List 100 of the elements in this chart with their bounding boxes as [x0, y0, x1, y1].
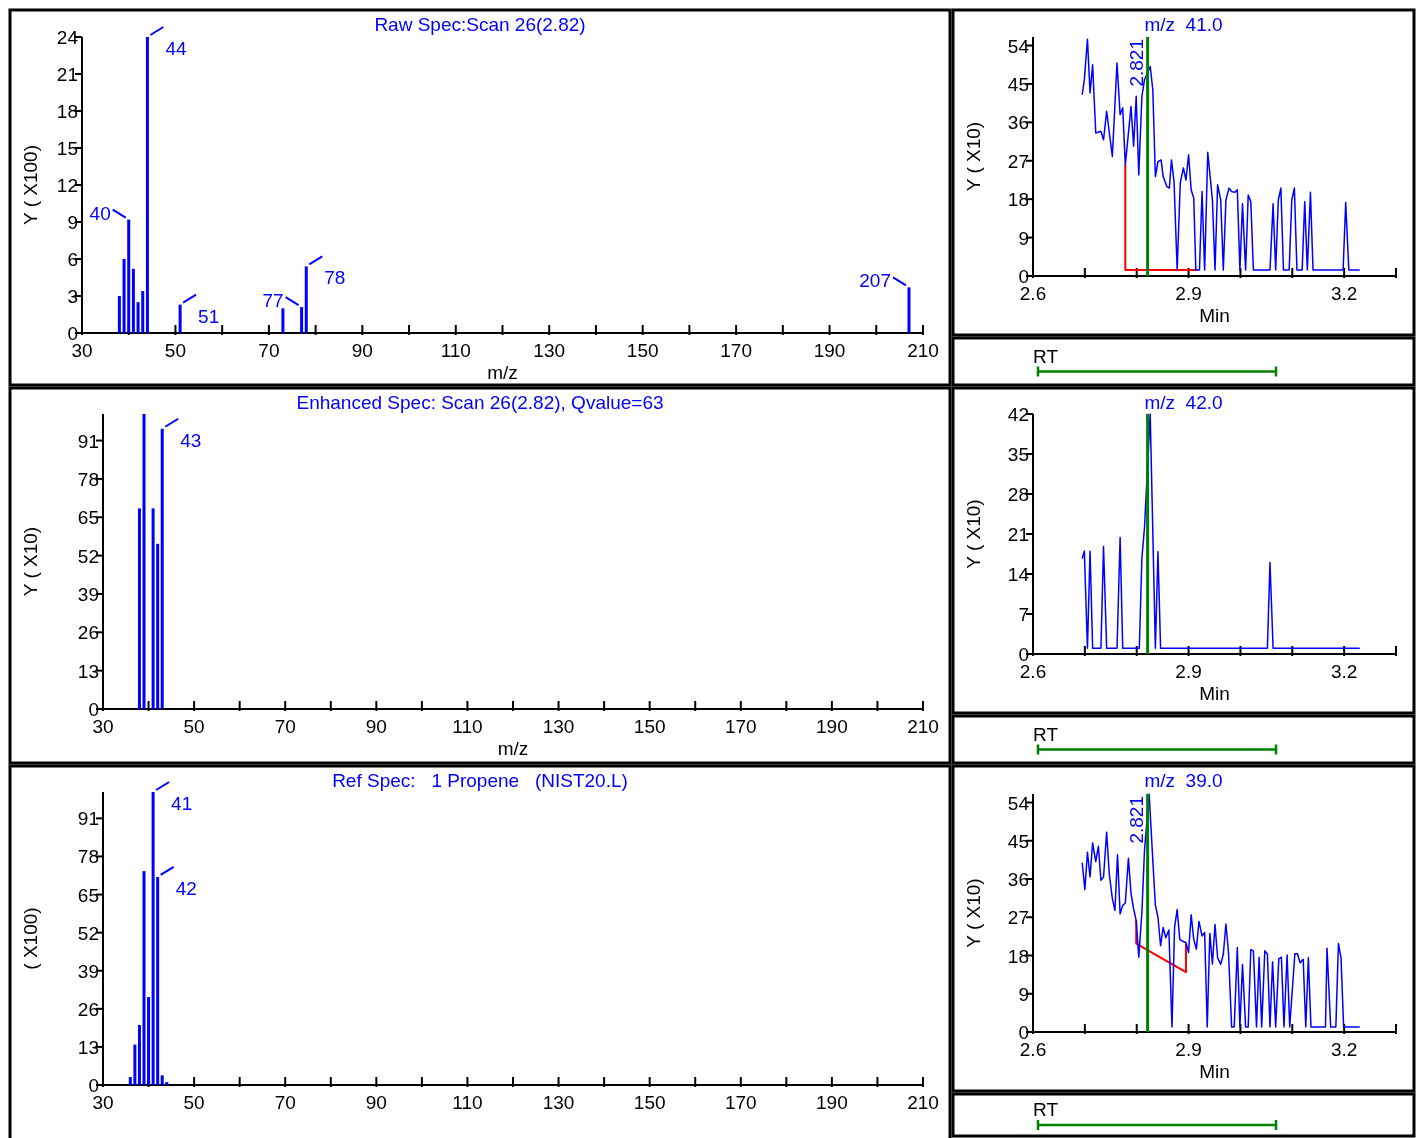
x-tick-label: 150: [626, 340, 659, 361]
bar: [137, 508, 141, 709]
y-tick-label: 65: [77, 884, 99, 906]
y-tick-label: 39: [77, 960, 99, 982]
x-tick-label: 70: [258, 340, 280, 361]
y-tick-label: 52: [77, 545, 99, 567]
x-axis-title: m/z: [497, 738, 529, 759]
y-tick-label: 26: [77, 622, 99, 644]
bar: [300, 307, 304, 333]
x-tick-label: 110: [452, 1092, 483, 1113]
bar: [117, 296, 121, 333]
y-tick-label: 28: [1007, 484, 1029, 505]
bar: [178, 304, 182, 333]
y-tick-label: 45: [1007, 73, 1029, 95]
ref-line-label: 2.821: [1125, 796, 1147, 844]
y-axis-title: Y ( X10): [963, 499, 984, 569]
y-tick-label: 91: [77, 808, 99, 830]
x-axis-title: m/z: [487, 362, 518, 383]
y-tick-label: 9: [1018, 983, 1029, 1005]
bar: [137, 1024, 141, 1086]
x-tick-label: 50: [183, 716, 205, 737]
ref-line-label: 2.821: [1125, 39, 1147, 87]
bar: [304, 266, 308, 333]
y-tick-label: 36: [1007, 112, 1029, 134]
y-tick-label: 7: [1018, 604, 1029, 625]
annotation: 42: [175, 877, 197, 899]
y-tick-label: 91: [77, 430, 99, 452]
chart-title: Ref Spec: 1 Propene (NIST20.L): [332, 770, 628, 791]
y-tick-label: 27: [1007, 150, 1029, 172]
chart-title: m/z 41.0: [1144, 14, 1223, 35]
bar: [145, 37, 149, 333]
x-tick-label: 210: [907, 1092, 939, 1113]
y-tick-label: 21: [1007, 524, 1029, 545]
x-tick-label: 2.9: [1175, 283, 1202, 304]
x-tick-label: 190: [813, 340, 846, 361]
y-axis-title: Y ( X10): [963, 878, 984, 948]
x-tick-label: 130: [542, 716, 575, 737]
y-tick-label: 24: [56, 27, 79, 48]
x-tick-label: 210: [907, 716, 939, 737]
x-tick-label: 90: [351, 340, 373, 361]
y-tick-label: 35: [1007, 444, 1029, 465]
y-tick-label: 12: [56, 175, 78, 196]
annotation: 77: [262, 290, 284, 312]
y-tick-label: 39: [77, 583, 99, 605]
annotation: 41: [171, 793, 193, 814]
chart-title: Enhanced Spec: Scan 26(2.82), Qvalue=63: [296, 392, 664, 413]
annotation: 44: [165, 38, 187, 59]
y-tick-label: 15: [56, 138, 78, 159]
x-tick-label: 130: [533, 340, 566, 361]
x-tick-label: 190: [816, 716, 848, 737]
text: RT: [1033, 1099, 1059, 1120]
x-tick-label: 150: [633, 1092, 666, 1113]
y-axis-title: Y ( X10): [20, 526, 41, 597]
x-tick-label: 130: [542, 1092, 575, 1113]
line-series: [1081, 413, 1360, 650]
y-tick-label: 13: [77, 660, 99, 682]
y-tick-label: 18: [1007, 189, 1029, 211]
bar: [151, 508, 155, 709]
y-tick-label: 54: [1007, 35, 1030, 57]
annotation: 78: [324, 267, 346, 289]
y-tick-label: 65: [77, 507, 99, 529]
x-tick-label: 70: [274, 1092, 296, 1113]
x-tick-label: 50: [183, 1092, 205, 1113]
bar: [142, 414, 146, 709]
bar: [142, 871, 146, 1085]
x-tick-label: 170: [724, 716, 757, 737]
x-tick-label: 2.9: [1175, 1039, 1202, 1060]
y-tick-label: 9: [1018, 227, 1029, 249]
y-tick-label: 6: [67, 249, 78, 270]
x-tick-label: 170: [720, 340, 752, 361]
x-axis-title: Min: [1199, 683, 1230, 704]
x-tick-label: 210: [907, 340, 939, 361]
x-tick-label: 150: [633, 716, 666, 737]
y-tick-label: 26: [77, 998, 99, 1020]
chart-title: Raw Spec:Scan 26(2.82): [374, 14, 586, 35]
x-tick-label: 110: [452, 716, 483, 737]
x-axis-title: Min: [1199, 1061, 1230, 1082]
bar: [131, 268, 135, 333]
x-tick-label: 3.2: [1330, 661, 1358, 682]
line-series: [1081, 793, 1360, 1028]
y-tick-label: 52: [77, 922, 99, 944]
x-tick-label: 2.9: [1175, 661, 1202, 682]
text: RT: [1033, 723, 1059, 745]
chart-title: m/z 42.0: [1144, 392, 1223, 413]
x-tick-label: 70: [274, 716, 296, 737]
y-tick-label: 54: [1007, 792, 1030, 814]
y-tick-label: 42: [1007, 404, 1029, 425]
bar: [907, 287, 911, 333]
x-tick-label: 3.2: [1330, 283, 1358, 304]
x-tick-label: 170: [724, 1092, 757, 1113]
annotation: 40: [89, 202, 111, 224]
x-tick-label: 90: [365, 1092, 387, 1113]
annotation: 43: [180, 429, 202, 451]
bar: [281, 308, 285, 333]
y-tick-label: 45: [1007, 830, 1029, 852]
x-tick-label: 50: [164, 340, 187, 361]
bar: [141, 291, 145, 333]
y-tick-label: 21: [56, 64, 78, 85]
y-tick-label: 13: [77, 1036, 99, 1058]
x-tick-label: 190: [816, 1092, 848, 1113]
